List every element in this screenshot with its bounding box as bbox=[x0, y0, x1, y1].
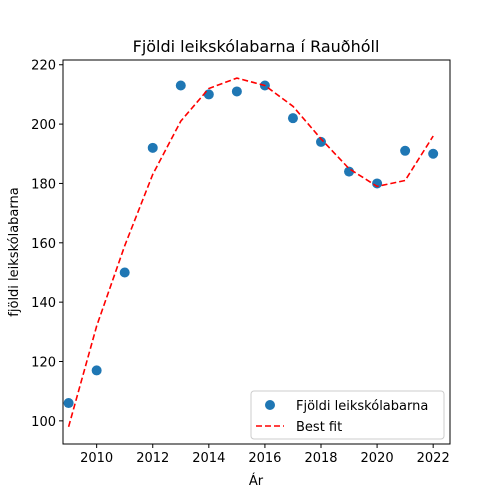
x-axis-label: Ár bbox=[249, 473, 264, 489]
legend-box bbox=[250, 390, 445, 440]
y-tick-label-220: 220 bbox=[31, 59, 56, 74]
data-point-2022 bbox=[428, 148, 439, 159]
axes: 2010 2012 2014 2016 2018 2020 2022 100 120 140 160… bbox=[31, 59, 450, 466]
data-point-2019 bbox=[344, 166, 355, 177]
x-tick-label-2016: 2016 bbox=[248, 451, 281, 466]
y-tick-label-100: 100 bbox=[31, 415, 56, 430]
y-tick-label-180: 180 bbox=[31, 177, 56, 192]
chart-title: Fjöldi leikskólabarna í Rauðhóll bbox=[133, 37, 380, 56]
plot-frame bbox=[62, 59, 451, 445]
data-point-2010 bbox=[91, 365, 102, 376]
data-point-2018 bbox=[316, 136, 326, 147]
data-point-2017 bbox=[287, 113, 298, 124]
x-tick-label-2018: 2018 bbox=[304, 451, 337, 466]
legend: Fjöldi leikskólabarna Best fit bbox=[250, 390, 445, 440]
legend-label-fit: Best fit bbox=[296, 420, 342, 435]
plot-area bbox=[63, 77, 439, 428]
data-point-2011 bbox=[119, 267, 130, 278]
x-tick-label-2022: 2022 bbox=[417, 451, 450, 466]
data-point-2020 bbox=[372, 178, 383, 189]
x-tick-label-2012: 2012 bbox=[136, 451, 169, 466]
y-tick-label-120: 120 bbox=[31, 356, 56, 371]
y-tick-label-200: 200 bbox=[31, 118, 56, 133]
legend-marker-scatter bbox=[265, 400, 275, 410]
y-tick-label-160: 160 bbox=[31, 237, 56, 252]
data-point-2014 bbox=[203, 89, 214, 100]
legend-label-scatter: Fjöldi leikskólabarna bbox=[296, 399, 428, 414]
x-tick-label-2010: 2010 bbox=[80, 451, 113, 466]
best-fit-line bbox=[67, 77, 434, 428]
data-point-2015 bbox=[231, 86, 242, 97]
y-axis-label: fjöldi leikskólabarna bbox=[7, 187, 22, 316]
data-point-2012 bbox=[147, 142, 158, 153]
x-tick-label-2020: 2020 bbox=[361, 451, 394, 466]
data-point-2013 bbox=[175, 80, 186, 91]
data-point-2021 bbox=[400, 145, 411, 156]
data-point-2009 bbox=[63, 398, 74, 409]
y-tick-label-140: 140 bbox=[31, 296, 56, 311]
x-tick-label-2014: 2014 bbox=[192, 451, 225, 466]
